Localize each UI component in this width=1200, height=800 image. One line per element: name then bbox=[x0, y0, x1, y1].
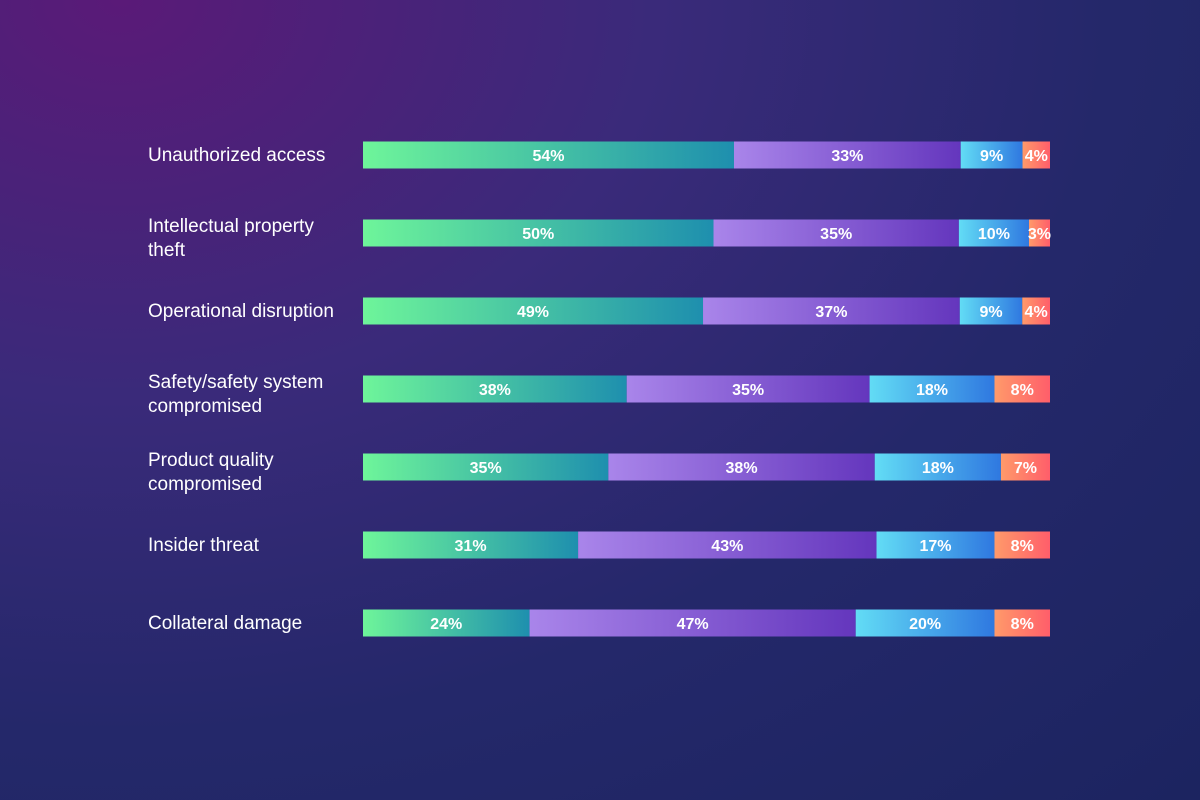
bar-segment bbox=[959, 297, 1023, 325]
bar-segment bbox=[960, 141, 1023, 169]
data-label: 31% bbox=[455, 538, 487, 555]
bar-segment bbox=[363, 609, 530, 637]
category-label: Operational disruption bbox=[148, 301, 334, 322]
bar-segment bbox=[874, 453, 1001, 481]
data-label: 20% bbox=[909, 616, 941, 633]
bar-segment bbox=[363, 375, 627, 403]
bar-segment bbox=[363, 531, 579, 559]
data-label: 50% bbox=[522, 226, 554, 243]
value-labels: 54% 33% 9% 4% 50% 35% 10% 3% 49% 37% 9% 4% 38% 35% 18%… bbox=[430, 148, 1051, 633]
bar-segment bbox=[994, 531, 1050, 559]
bar-segment bbox=[958, 219, 1029, 247]
data-label: 17% bbox=[919, 538, 951, 555]
data-label: 37% bbox=[815, 304, 847, 321]
bar-segment bbox=[703, 297, 960, 325]
data-label: 7% bbox=[1014, 460, 1037, 477]
bar-segment bbox=[363, 219, 714, 247]
data-label: 35% bbox=[470, 460, 502, 477]
data-label: 18% bbox=[916, 382, 948, 399]
bar-segment bbox=[994, 609, 1050, 637]
bar-segment bbox=[1000, 453, 1050, 481]
data-label: 18% bbox=[922, 460, 954, 477]
category-label: Collateral damage bbox=[148, 613, 302, 634]
data-label: 35% bbox=[732, 382, 764, 399]
bar-segment bbox=[363, 297, 704, 325]
category-label: Safety/safety system compromised bbox=[148, 372, 323, 417]
category-label: Unauthorized access bbox=[148, 145, 325, 166]
bar-segment bbox=[608, 453, 875, 481]
data-label: 10% bbox=[978, 226, 1010, 243]
bar-segment bbox=[1028, 219, 1050, 247]
data-label: 24% bbox=[430, 616, 462, 633]
bar-segment bbox=[626, 375, 870, 403]
data-label: 8% bbox=[1011, 616, 1034, 633]
data-label: 38% bbox=[726, 460, 758, 477]
bar-segment bbox=[363, 453, 609, 481]
data-label: 33% bbox=[831, 148, 863, 165]
bar-segment bbox=[713, 219, 959, 247]
bar-segment bbox=[994, 375, 1050, 403]
data-label: 49% bbox=[517, 304, 549, 321]
category-label: Intellectual property theft bbox=[148, 216, 314, 261]
data-label: 54% bbox=[532, 148, 564, 165]
data-label: 8% bbox=[1011, 538, 1034, 555]
data-label: 47% bbox=[677, 616, 709, 633]
bar-segment bbox=[876, 531, 995, 559]
data-label: 43% bbox=[711, 538, 743, 555]
bar-segment bbox=[869, 375, 995, 403]
bar-segment bbox=[529, 609, 856, 637]
data-label: 38% bbox=[479, 382, 511, 399]
data-label: 3% bbox=[1028, 226, 1051, 243]
bar-segment bbox=[855, 609, 995, 637]
data-label: 9% bbox=[980, 148, 1003, 165]
bar-segment bbox=[578, 531, 877, 559]
bar-segment bbox=[363, 141, 734, 169]
data-label: 9% bbox=[979, 304, 1002, 321]
bars bbox=[363, 141, 1050, 637]
data-label: 8% bbox=[1011, 382, 1034, 399]
bar-segment bbox=[733, 141, 961, 169]
bar-segment bbox=[1022, 141, 1050, 169]
category-label: Insider threat bbox=[148, 535, 260, 556]
data-label: 35% bbox=[820, 226, 852, 243]
category-labels: Unauthorized access Intellectual property… bbox=[148, 145, 334, 634]
bar-segment bbox=[1022, 297, 1050, 325]
data-label: 4% bbox=[1025, 304, 1048, 321]
category-label: Product quality compromised bbox=[148, 450, 274, 495]
data-label: 4% bbox=[1025, 148, 1048, 165]
